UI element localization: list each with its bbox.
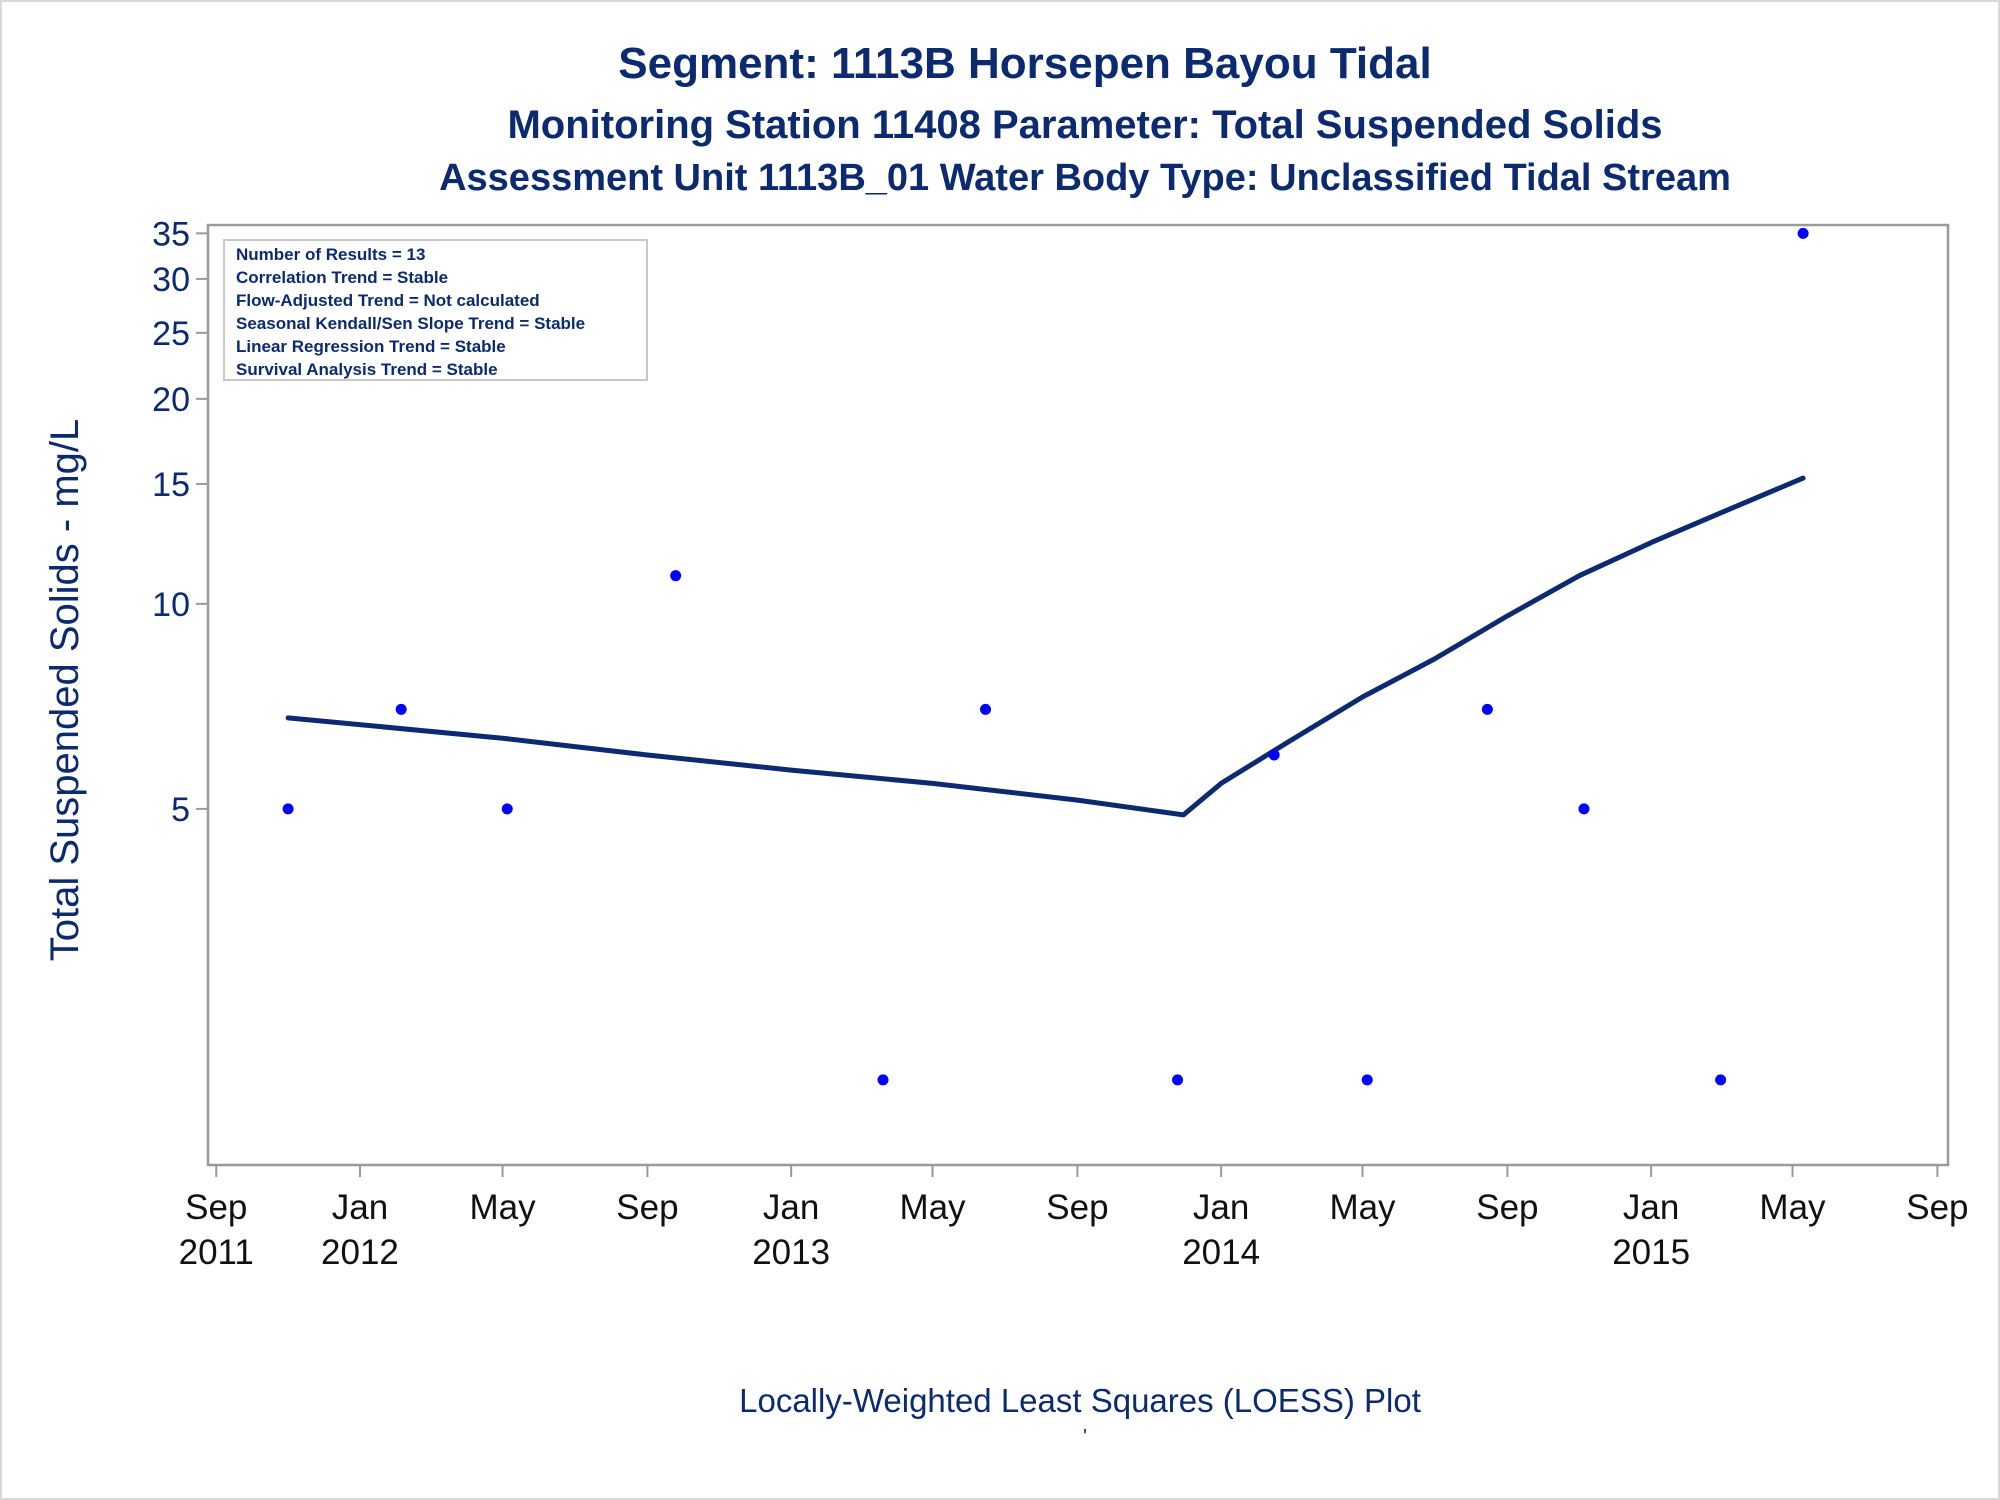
x-tick-label-month: Jan [332, 1188, 388, 1227]
data-point [877, 1074, 889, 1086]
x-tick-label-year: 2011 [179, 1233, 254, 1272]
stats-box-frame [223, 239, 648, 381]
chart-title: Segment: 1113B Horsepen Bayou Tidal [618, 39, 1431, 88]
x-tick-label-month: Jan [1193, 1188, 1249, 1227]
stat-seasonal-kendall-trend: Seasonal Kendall/Sen Slope Trend = Stabl… [236, 314, 585, 333]
x-tick-label-year: 2014 [1182, 1233, 1260, 1272]
data-point [395, 703, 407, 715]
data-point [1578, 803, 1590, 815]
data-point [1797, 227, 1809, 239]
stat-correlation-trend: Correlation Trend = Stable [236, 268, 448, 287]
x-tick-label-month: May [899, 1188, 966, 1227]
points-layer [282, 227, 1809, 1086]
x-tick-label-month: Sep [1906, 1188, 1968, 1227]
y-axis: 5 10 15 20 25 30 35 [152, 215, 208, 829]
data-point [282, 803, 294, 815]
y-tick-label: 15 [152, 466, 190, 504]
data-point [980, 703, 992, 715]
data-point [1715, 1074, 1727, 1086]
x-tick-label-year: 2012 [321, 1233, 399, 1272]
data-point [1481, 703, 1493, 715]
y-tick-label: 10 [152, 586, 190, 624]
loess-layer [285, 475, 1806, 818]
x-tick-label-month: Sep [1476, 1188, 1538, 1227]
stat-number-of-results: Number of Results = 13 [236, 245, 425, 264]
y-tick-label: 35 [152, 215, 190, 253]
data-point [501, 803, 513, 815]
stat-flow-adjusted-trend: Flow-Adjusted Trend = Not calculated [236, 291, 540, 310]
x-tick-label-year: 2015 [1612, 1233, 1690, 1272]
data-point [1172, 1074, 1184, 1086]
x-tick-label-year: 2013 [752, 1233, 830, 1272]
x-tick-label-month: May [1329, 1188, 1396, 1227]
data-point [1268, 749, 1280, 761]
x-tick-label-month: Jan [763, 1188, 819, 1227]
stat-linear-regression-trend: Linear Regression Trend = Stable [236, 337, 506, 356]
y-tick-label: 20 [152, 381, 190, 419]
footnote-mark: ' [1083, 1426, 1087, 1448]
y-axis-label: Total Suspended Solids - mg/L [43, 419, 87, 962]
x-tick-label-month: May [469, 1188, 536, 1227]
y-tick-label: 30 [152, 261, 190, 299]
y-tick-label: 5 [171, 791, 190, 829]
stats-box: Number of Results = 13 Correlation Trend… [223, 239, 648, 381]
x-tick-label-month: Jan [1623, 1188, 1679, 1227]
y-tick-label: 25 [152, 315, 190, 353]
x-tick-label-month: Sep [616, 1188, 678, 1227]
loess-line [285, 475, 1806, 818]
data-point [670, 570, 682, 582]
x-tick-label-month: Sep [1046, 1188, 1108, 1227]
chart-subtitle-assessment: Assessment Unit 1113B_01 Water Body Type… [439, 157, 1731, 199]
plot-footnote: Locally-Weighted Least Squares (LOESS) P… [739, 1382, 1421, 1419]
x-axis: Sep 2011 Jan 2012 May Sep Jan 2013 May Sep Jan 2014… [179, 1165, 1969, 1272]
data-point [1361, 1074, 1373, 1086]
stat-survival-analysis-trend: Survival Analysis Trend = Stable [236, 360, 498, 379]
x-tick-label-month: May [1759, 1188, 1826, 1227]
chart-subtitle-station: Monitoring Station 11408 Parameter: Tota… [507, 103, 1662, 147]
x-tick-label-month: Sep [185, 1188, 247, 1227]
